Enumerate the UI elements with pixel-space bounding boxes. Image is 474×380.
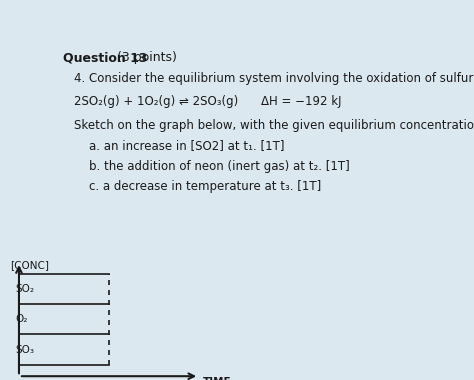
Text: Sketch on the graph below, with the given equilibrium concentrations, the effect: Sketch on the graph below, with the give… — [74, 119, 474, 132]
Text: b. the addition of neon (inert gas) at t₂. [1T]: b. the addition of neon (inert gas) at t… — [89, 160, 349, 173]
Text: 2SO₂(g) + 1O₂(g) ⇌ 2SO₃(g): 2SO₂(g) + 1O₂(g) ⇌ 2SO₃(g) — [74, 95, 238, 108]
Text: a. an increase in [SO2] at t₁. [1T]: a. an increase in [SO2] at t₁. [1T] — [89, 139, 284, 152]
Text: 4. Consider the equilibrium system involving the oxidation of sulfur dioxide.: 4. Consider the equilibrium system invol… — [74, 72, 474, 85]
Text: SO₃: SO₃ — [15, 345, 34, 355]
Text: ΔH = −192 kJ: ΔH = −192 kJ — [261, 95, 342, 108]
Text: c. a decrease in temperature at t₃. [1T]: c. a decrease in temperature at t₃. [1T] — [89, 180, 321, 193]
Text: Question 13: Question 13 — [63, 51, 147, 65]
Text: TIME: TIME — [203, 377, 231, 380]
Text: [CONC]: [CONC] — [10, 260, 49, 270]
Text: O₂: O₂ — [15, 314, 28, 324]
Text: SO₂: SO₂ — [15, 284, 34, 294]
Text: (3 points): (3 points) — [112, 51, 176, 65]
